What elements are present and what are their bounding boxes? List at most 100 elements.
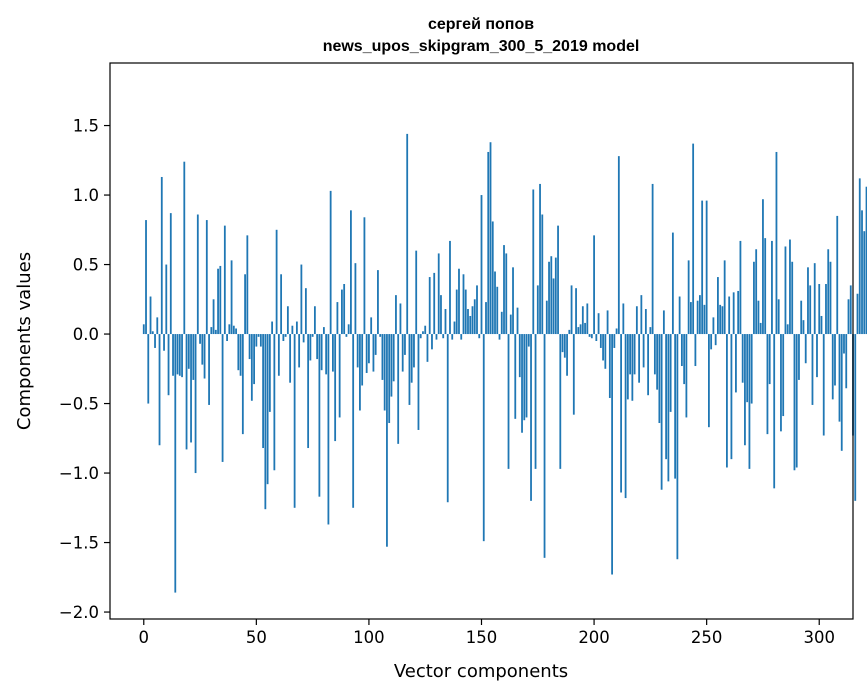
bar-component-52 [259,334,262,347]
bar-component-72 [304,288,307,335]
bar-component-306 [831,334,834,400]
bar-component-33 [217,268,219,335]
bar-component-94 [354,263,357,335]
bar-component-160 [503,245,505,335]
y-tick-label: 0.0 [73,325,99,344]
bar-component-296 [809,285,812,335]
bar-component-297 [811,334,814,405]
bar-component-3 [149,296,152,335]
bar-component-273 [757,300,760,335]
bar-component-206 [606,310,609,335]
bar-component-112 [395,295,397,335]
bar-component-20 [187,334,190,369]
bar-component-192 [575,288,577,335]
x-tick-label: 100 [353,628,385,647]
bar-component-142 [462,274,465,335]
bar-component-290 [795,334,798,468]
bar-component-44 [241,334,244,435]
bar-component-168 [521,334,523,433]
bar-component-153 [487,151,490,335]
bar-component-236 [674,334,677,479]
bar-component-300 [818,284,821,335]
bar-component-82 [327,334,330,525]
bar-component-213 [622,303,625,335]
x-tick-label: 200 [578,628,610,647]
bar-component-309 [838,334,841,422]
bar-component-48 [250,334,253,401]
bar-component-23 [194,334,197,474]
bar-component-191 [572,334,575,415]
bar-component-66 [291,325,294,335]
bar-component-29 [208,334,210,405]
bar-component-226 [651,183,654,335]
bar-component-163 [509,314,512,335]
bar-component-175 [536,285,539,335]
bar-component-83 [329,190,332,335]
bar-component-100 [368,334,370,364]
bar-component-180 [548,261,550,335]
chart-title-line2: news_upos_skipgram_300_5_2019 model [323,38,640,55]
bar-component-279 [771,240,773,335]
bar-component-56 [268,334,271,412]
bars-group [142,133,867,593]
bar-component-30 [210,327,213,335]
bar-component-193 [577,327,580,335]
bar-component-157 [496,286,499,335]
bar-component-256 [719,304,722,335]
bar-component-109 [388,334,391,424]
bar-component-147 [473,299,476,335]
bar-component-248 [701,200,704,335]
bar-component-38 [228,324,231,335]
bar-component-71 [302,334,305,343]
bar-component-8 [160,176,163,335]
bar-component-235 [671,232,674,335]
y-tick-label: 1.0 [73,186,99,205]
bar-component-107 [383,334,386,411]
bar-component-151 [482,334,485,542]
bar-component-285 [784,246,787,335]
bar-component-217 [631,334,634,401]
bar-component-237 [676,334,679,560]
bar-component-122 [417,334,420,430]
bar-component-77 [316,334,319,360]
y-tick-label: 1.5 [73,117,99,136]
bar-component-73 [307,334,310,449]
bar-component-42 [237,334,240,371]
bar-component-137 [451,334,454,340]
x-tick-label: 0 [139,628,150,647]
bar-component-299 [816,334,818,378]
y-tick-label: 0.5 [73,256,99,275]
bar-component-84 [332,334,334,372]
x-tick-label: 250 [691,628,723,647]
bar-component-123 [419,334,422,339]
bar-component-194 [579,324,582,335]
bar-component-242 [687,260,690,335]
bar-component-254 [714,334,717,346]
bar-component-282 [777,299,780,335]
bar-component-298 [813,263,816,335]
bar-component-11 [167,334,170,396]
bar-component-105 [379,334,382,337]
y-axis-label: Components values [14,252,35,430]
x-tick-label: 300 [803,628,835,647]
bar-component-210 [615,328,618,335]
bar-component-51 [257,334,260,337]
bar-component-81 [325,334,328,375]
bar-component-19 [185,334,188,450]
bar-component-26 [201,334,204,365]
bar-component-272 [755,249,758,335]
bar-component-198 [588,334,591,337]
bar-component-208 [611,334,613,575]
bar-component-289 [793,334,796,471]
bar-component-313 [847,299,850,335]
bar-component-177 [541,214,544,335]
bar-component-317 [856,293,859,335]
bar-component-277 [766,334,769,435]
bar-component-68 [295,321,298,335]
bar-component-227 [653,334,656,375]
bar-component-103 [374,334,377,355]
bar-component-274 [759,322,762,335]
bar-component-154 [489,142,492,335]
bar-component-239 [680,334,683,367]
bar-component-111 [392,334,395,382]
